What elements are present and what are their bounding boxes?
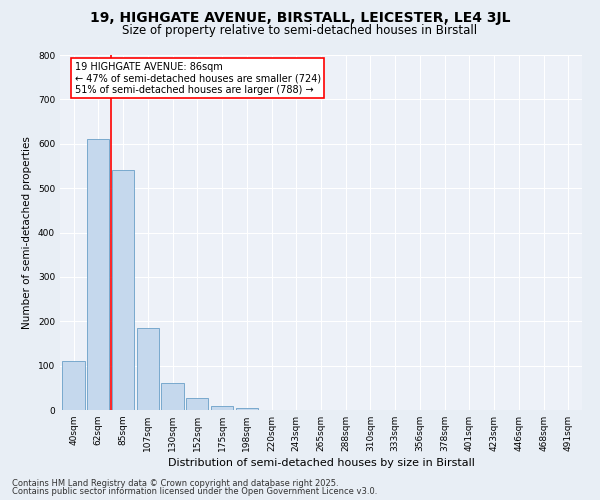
Bar [112, 170, 134, 410]
Text: Size of property relative to semi-detached houses in Birstall: Size of property relative to semi-detach… [122, 24, 478, 37]
Bar [186, 398, 208, 410]
Text: 19, HIGHGATE AVENUE, BIRSTALL, LEICESTER, LE4 3JL: 19, HIGHGATE AVENUE, BIRSTALL, LEICESTER… [90, 11, 510, 25]
Bar [211, 406, 233, 410]
Bar [137, 328, 159, 410]
X-axis label: Distribution of semi-detached houses by size in Birstall: Distribution of semi-detached houses by … [167, 458, 475, 468]
Bar [62, 361, 85, 410]
Text: Contains HM Land Registry data © Crown copyright and database right 2025.: Contains HM Land Registry data © Crown c… [12, 478, 338, 488]
Bar [87, 140, 109, 410]
Text: Contains public sector information licensed under the Open Government Licence v3: Contains public sector information licen… [12, 487, 377, 496]
Bar [161, 384, 184, 410]
Bar [236, 408, 258, 410]
Text: 19 HIGHGATE AVENUE: 86sqm
← 47% of semi-detached houses are smaller (724)
51% of: 19 HIGHGATE AVENUE: 86sqm ← 47% of semi-… [75, 62, 321, 95]
Y-axis label: Number of semi-detached properties: Number of semi-detached properties [22, 136, 32, 329]
